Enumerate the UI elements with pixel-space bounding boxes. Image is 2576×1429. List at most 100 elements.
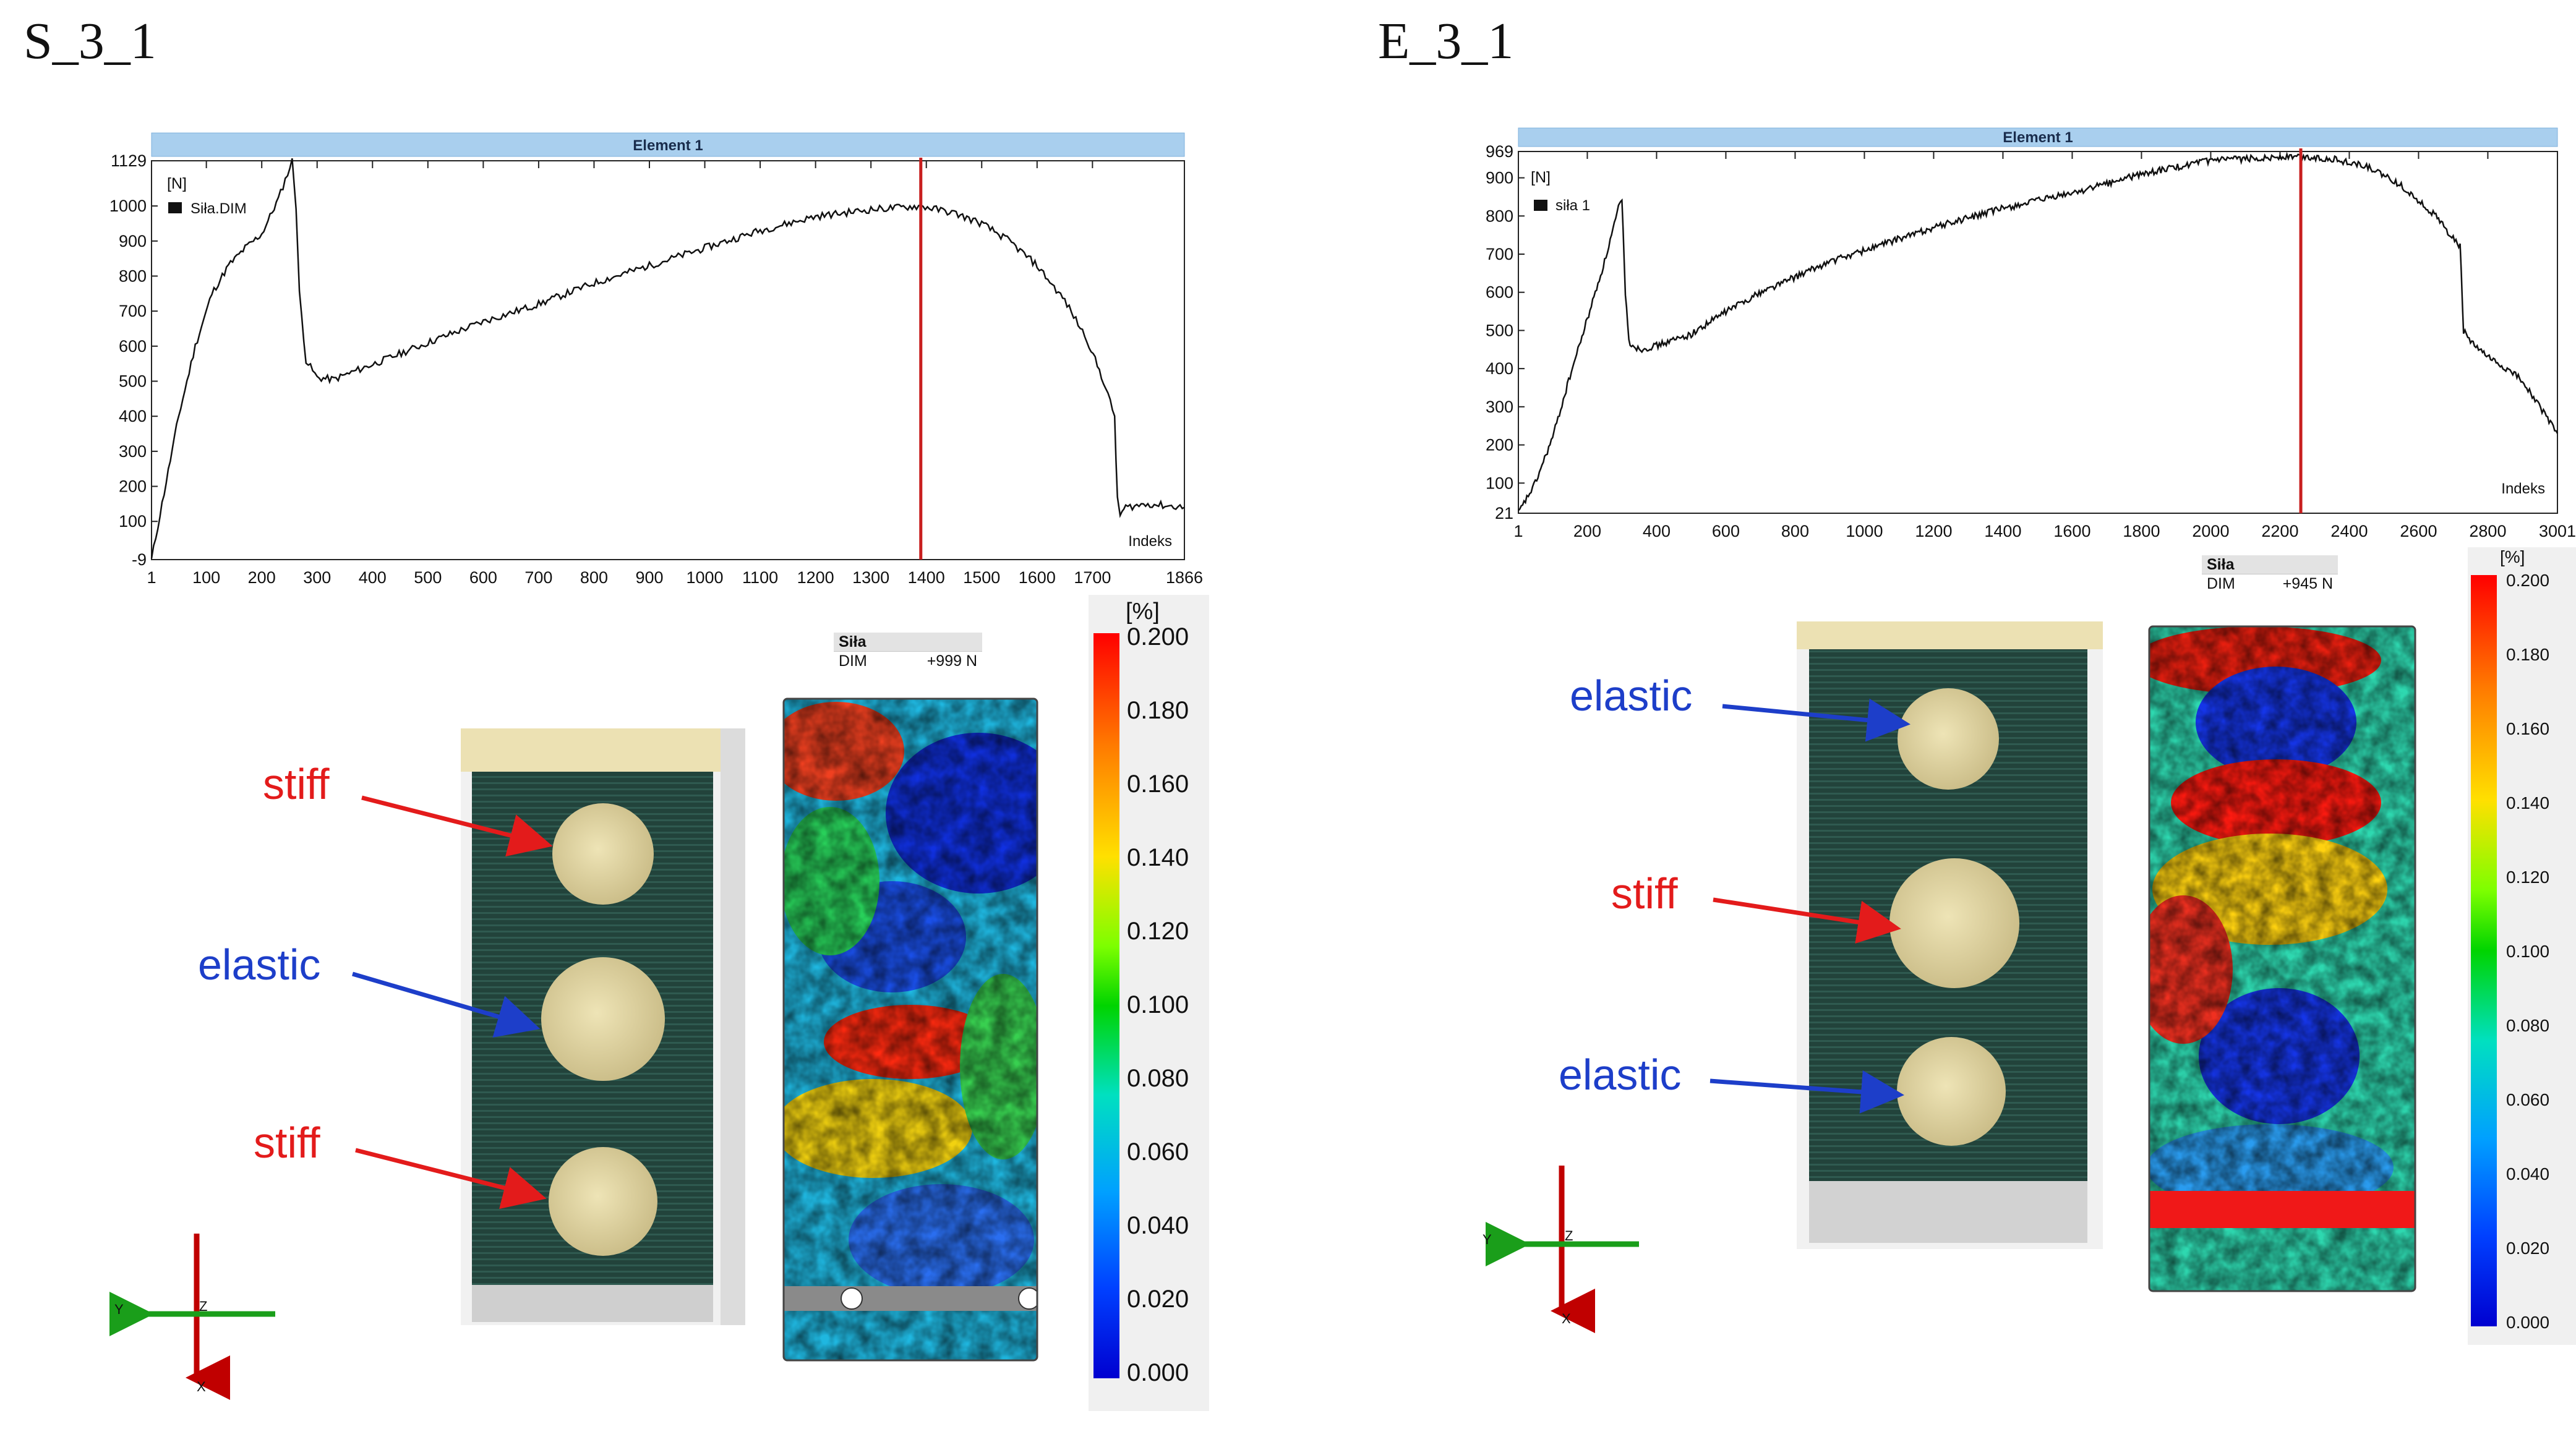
right-chart-title: Element 1	[2003, 129, 2073, 146]
x-tick-label: 700	[524, 568, 552, 587]
x-tick-label: 2400	[2330, 522, 2368, 540]
x-tick-label: 500	[414, 568, 442, 587]
right-tick-labels: 1 200 400 600 800 1000 1200 1400 1600 1800 2000 220…	[1486, 142, 2576, 540]
y-tick-label: 300	[119, 442, 147, 461]
right-triad-x-label: X	[1562, 1311, 1571, 1326]
colorbar-tick-label: 0.040	[1127, 1212, 1189, 1239]
left-colorbar-unit: [%]	[1126, 599, 1160, 625]
right-force-chart: Element 1 1 200 400 600 800 1000 1200 1400 1600 1…	[1475, 121, 2576, 553]
left-colorbar: [%] 0.200 0.180 0.160 0.140 0.120 0.100 0.080 0…	[1089, 595, 1209, 1411]
x-tick-label: 1800	[2123, 522, 2160, 540]
y-tick-label: 900	[119, 232, 147, 250]
y-tick-label: 1129	[111, 151, 147, 170]
left-top-dot	[552, 803, 654, 905]
y-tick-label: 800	[119, 267, 147, 285]
x-tick-label: 1000	[1846, 522, 1883, 540]
colorbar-tick-label: 0.180	[1127, 697, 1189, 724]
x-tick-label: 1500	[963, 568, 1000, 587]
left-specimen-photo	[461, 728, 745, 1325]
right-y-unit: [N]	[1531, 169, 1551, 186]
right-force-readout: Siła DIM +945 N	[2202, 555, 2338, 593]
left-grid	[151, 160, 1185, 560]
colorbar-tick-label: 0.120	[1127, 918, 1189, 945]
right-chart-title-bar	[1518, 127, 2558, 147]
right-legend-swatch	[1534, 200, 1547, 211]
right-specimen-photo	[1797, 621, 2103, 1249]
x-tick-label: 1400	[908, 568, 945, 587]
left-force-chart: Element 1 1 100 200 300 400 500 600 700 800 900 10…	[99, 127, 1212, 597]
y-tick-label: 300	[1486, 398, 1513, 416]
colorbar-tick-label: 0.080	[2506, 1016, 2550, 1036]
colorbar-tick-label: 0.080	[1127, 1065, 1189, 1092]
x-tick-label: 1866	[1166, 568, 1203, 587]
left-tick-labels: 1 100 200 300 400 500 600 700 800 900 1000 1100 1200…	[109, 151, 1203, 587]
colorbar-tick-label: 0.160	[2506, 719, 2550, 739]
left-y-unit: [N]	[167, 175, 187, 192]
colorbar-tick-label: 0.140	[2506, 793, 2550, 813]
right-colorbar-gradient	[2471, 575, 2497, 1326]
colorbar-tick-label: 0.140	[1127, 844, 1189, 871]
y-tick-label: 1000	[109, 197, 147, 215]
colorbar-tick-label: 0.000	[2506, 1313, 2550, 1333]
x-tick-label: 100	[192, 568, 220, 587]
x-tick-label: 900	[635, 568, 663, 587]
left-label-bottom: stiff	[254, 1119, 320, 1167]
x-tick-label: 2800	[2469, 522, 2506, 540]
left-label-top: stiff	[263, 760, 330, 808]
right-triad-z-label: Z	[1565, 1228, 1573, 1243]
left-x-axis-label: Indeks	[1128, 533, 1172, 550]
colorbar-tick-label: 0.120	[2506, 868, 2550, 887]
colorbar-tick-label: 0.020	[2506, 1239, 2550, 1258]
x-tick-label: 1600	[1019, 568, 1056, 587]
right-force-chart-svg: Element 1 1 200 400 600 800 1000 1200 1400 1600 1…	[1486, 127, 2576, 540]
right-grid	[1518, 151, 2558, 514]
right-panel-label: E_3_1	[1378, 12, 1514, 70]
y-tick-label: 700	[1486, 245, 1513, 263]
right-triad-y-label: Y	[1483, 1232, 1492, 1247]
x-tick-label: 1300	[852, 568, 889, 587]
right-strain-map	[2146, 623, 2418, 1294]
y-tick-label: 700	[119, 302, 147, 320]
colorbar-tick-label: 0.100	[2506, 942, 2550, 962]
y-tick-label: 500	[1486, 321, 1513, 339]
right-label-bottom: elastic	[1559, 1051, 1682, 1099]
x-tick-label: 1700	[1074, 568, 1111, 587]
y-tick-label: 100	[119, 512, 147, 531]
left-readout-name: DIM	[839, 652, 867, 670]
right-readout-value: +945 N	[2282, 575, 2333, 592]
x-tick-label: 2000	[2192, 522, 2229, 540]
left-chart-title: Element 1	[633, 137, 703, 154]
left-triad-z-label: Z	[199, 1299, 207, 1314]
left-label-middle: elastic	[198, 941, 321, 989]
left-plot-area	[151, 160, 1185, 560]
x-tick-label: 800	[580, 568, 608, 587]
colorbar-tick-label: 0.020	[1127, 1286, 1189, 1313]
right-readout-header: Siła	[2202, 555, 2338, 574]
x-tick-label: 1600	[2053, 522, 2090, 540]
left-triad-x-label: X	[197, 1379, 206, 1394]
right-legend-label: siła 1	[1555, 197, 1590, 214]
right-label-top: elastic	[1570, 672, 1693, 720]
colorbar-tick-label: 0.060	[1127, 1138, 1189, 1166]
right-force-curve	[1518, 151, 2559, 511]
left-force-curve	[150, 158, 1185, 559]
x-tick-label: 1400	[1984, 522, 2021, 540]
x-tick-label: 200	[1573, 522, 1601, 540]
left-middle-dot	[541, 957, 665, 1081]
left-legend-swatch	[168, 202, 182, 213]
y-tick-label: 400	[1486, 359, 1513, 378]
colorbar-tick-label: 0.180	[2506, 645, 2550, 665]
y-tick-label: 200	[1486, 436, 1513, 454]
right-plot-area	[1518, 151, 2558, 514]
left-triad-y-label: Y	[114, 1302, 124, 1317]
colorbar-tick-label: 0.200	[2506, 571, 2550, 591]
y-tick-label: 21	[1495, 504, 1513, 523]
x-tick-label: 800	[1781, 522, 1809, 540]
right-readout-name: DIM	[2207, 575, 2235, 592]
x-tick-label: 300	[303, 568, 331, 587]
y-tick-label: -9	[132, 550, 147, 569]
right-x-axis-label: Indeks	[2501, 480, 2545, 497]
y-tick-label: 100	[1486, 474, 1513, 492]
x-tick-label: 2600	[2400, 522, 2437, 540]
right-colorbar: [%] 0.200 0.180 0.160 0.140 0.120 0.100 0.080 0…	[2468, 547, 2576, 1345]
